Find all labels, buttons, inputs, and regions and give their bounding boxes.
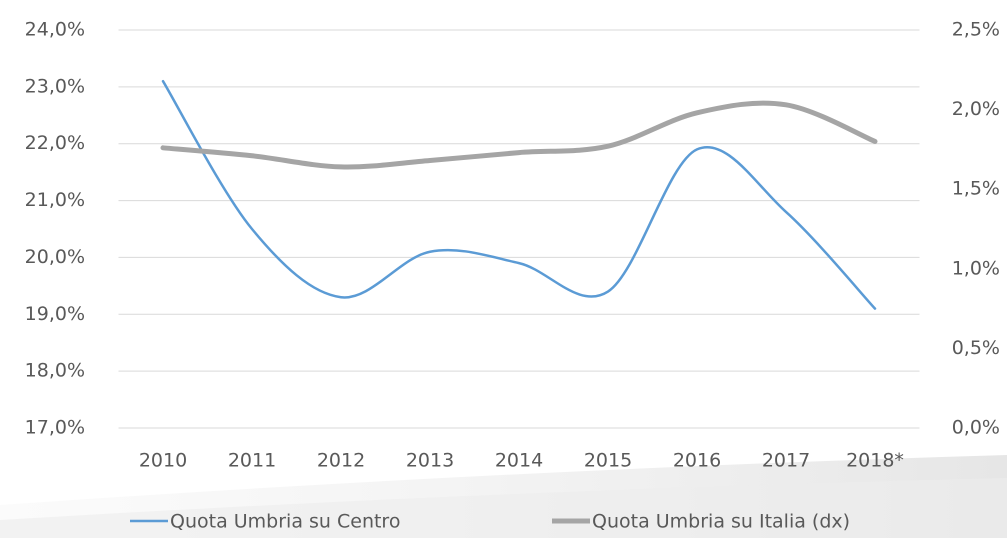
y2-tick-label: 2,5% (952, 19, 1000, 41)
legend-label: Quota Umbria su Italia (dx) (592, 511, 850, 533)
y-tick-label: 19,0% (25, 303, 85, 325)
x-tick-label: 2014 (495, 450, 543, 472)
y-tick-label: 24,0% (25, 19, 85, 41)
y2-tick-label: 1,0% (952, 257, 1000, 279)
y-tick-label: 22,0% (25, 132, 85, 154)
x-tick-label: 2018* (846, 450, 904, 472)
y2-tick-label: 2,0% (952, 98, 1000, 120)
y-tick-label: 21,0% (25, 189, 85, 211)
y2-tick-label: 0,0% (952, 417, 1000, 439)
y2-tick-label: 0,5% (952, 337, 1000, 359)
x-tick-label: 2010 (139, 450, 187, 472)
x-tick-label: 2015 (584, 450, 632, 472)
x-tick-label: 2013 (406, 450, 454, 472)
x-tick-label: 2016 (673, 450, 721, 472)
line-series (161, 79, 877, 310)
legend-label: Quota Umbria su Centro (170, 511, 400, 533)
y-tick-label: 20,0% (25, 246, 85, 268)
x-tick-label: 2011 (228, 450, 276, 472)
background-swoosh (0, 478, 1007, 538)
y-tick-label: 23,0% (25, 75, 85, 97)
y-tick-label: 17,0% (25, 417, 85, 439)
y2-tick-label: 1,5% (952, 178, 1000, 200)
line-series (160, 100, 878, 170)
y-tick-label: 18,0% (25, 360, 85, 382)
x-tick-label: 2012 (317, 450, 365, 472)
x-tick-label: 2017 (762, 450, 810, 472)
